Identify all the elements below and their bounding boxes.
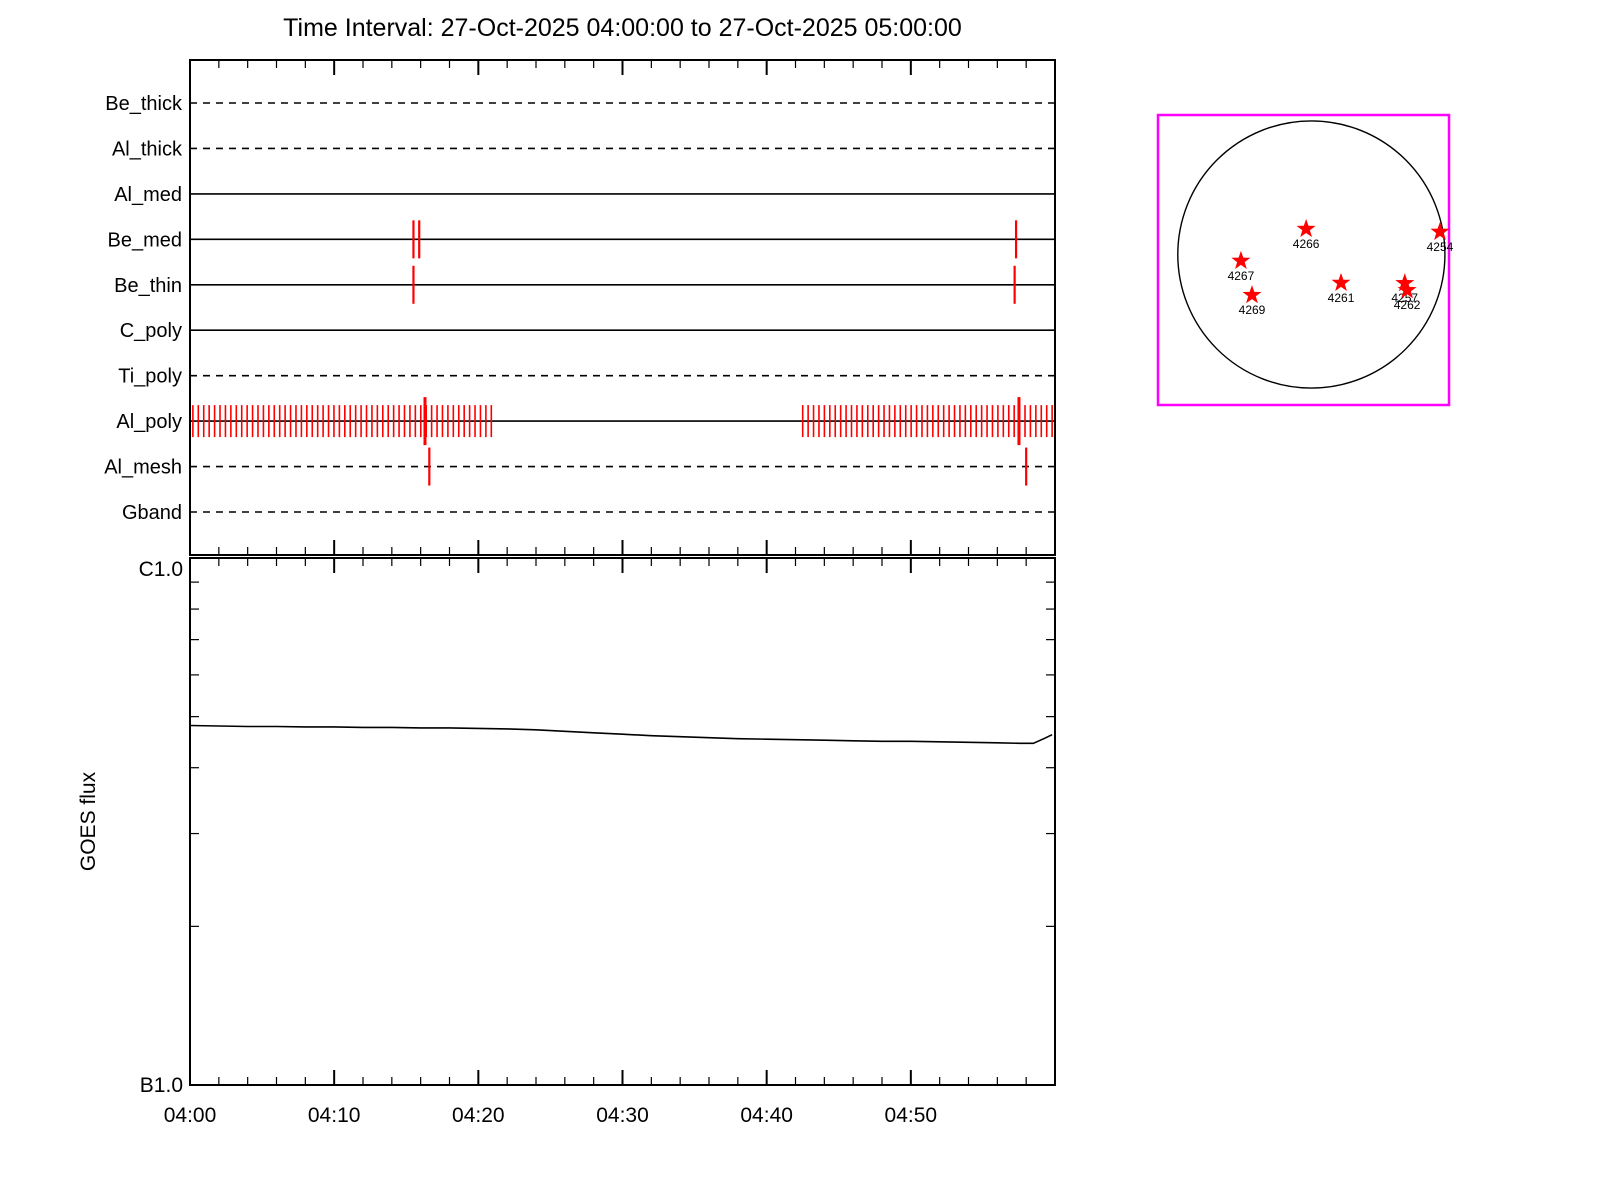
page-title: Time Interval: 27-Oct-2025 04:00:00 to 2…	[283, 14, 962, 42]
active-region-star	[1296, 219, 1316, 238]
active-region-label: 4267	[1228, 269, 1255, 283]
x-axis-tick-label: 04:50	[885, 1104, 938, 1127]
active-region-label: 4262	[1394, 298, 1421, 312]
filter-row-label: Al_mesh	[104, 457, 182, 479]
active-region-label: 4254	[1427, 240, 1454, 254]
active-region-star	[1231, 250, 1251, 269]
y-axis-bottom-label: B1.0	[140, 1074, 183, 1097]
filter-row-label: Al_thick	[112, 138, 183, 160]
goes-flux-axis-label: GOES flux	[77, 771, 100, 871]
x-axis-tick-label: 04:20	[452, 1104, 505, 1127]
active-region-star	[1395, 273, 1415, 292]
active-region-label: 4269	[1239, 303, 1266, 317]
y-axis-top-label: C1.0	[139, 558, 183, 581]
x-axis-tick-label: 04:40	[740, 1104, 793, 1127]
map-border	[1156, 113, 1451, 407]
x-axis-tick-label: 04:30	[596, 1104, 649, 1127]
active-region-star	[1242, 285, 1262, 304]
active-region-label: 4261	[1328, 291, 1355, 305]
active-region-star	[1331, 272, 1351, 291]
x-axis-tick-label: 04:00	[164, 1104, 217, 1127]
filter-row-label: Al_med	[114, 184, 182, 206]
filter-row-label: C_poly	[120, 320, 182, 342]
filter-row-label: Al_poly	[116, 411, 182, 433]
filter-row-label: Be_thick	[105, 93, 183, 115]
goes-flux-curve	[189, 724, 1053, 745]
active-region-label: 4266	[1293, 237, 1320, 251]
filter-row-label: Ti_poly	[118, 366, 182, 388]
active-region-star	[1397, 280, 1417, 299]
filter-row-label: Gband	[122, 502, 182, 524]
goes-panel-border	[189, 557, 1056, 1086]
solar-limb-circle	[1177, 120, 1446, 389]
filter-row-label: Be_thin	[114, 275, 182, 297]
filter-row-label: Be_med	[108, 229, 183, 251]
x-axis-tick-label: 04:10	[308, 1104, 361, 1127]
timeline-panel-border	[189, 59, 1056, 556]
active-region-star	[1430, 221, 1450, 240]
